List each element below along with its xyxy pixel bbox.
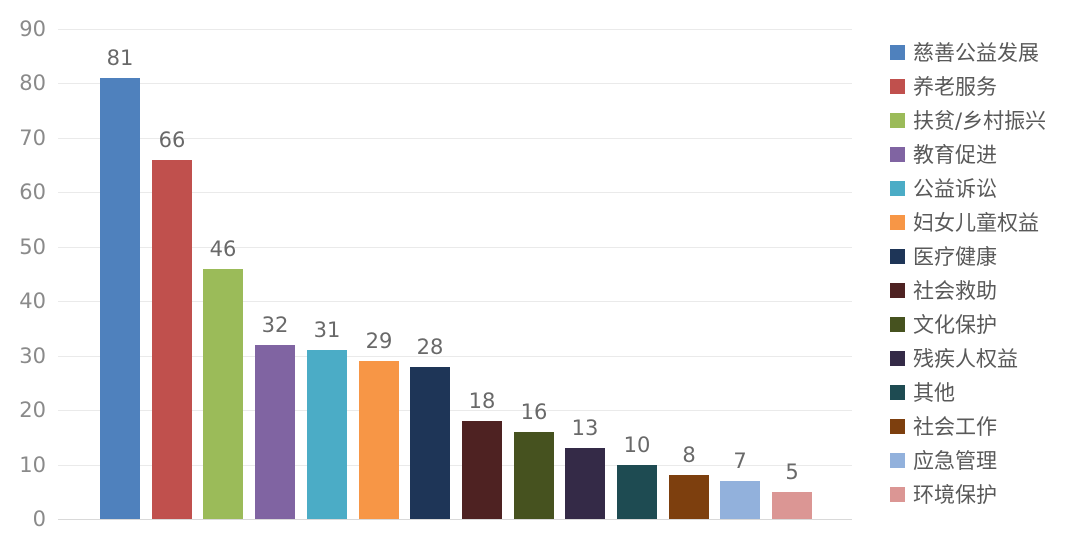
bar-value-label: 18 bbox=[468, 389, 496, 413]
bar bbox=[307, 350, 347, 519]
gridline bbox=[58, 138, 852, 139]
bar-value-label: 31 bbox=[313, 318, 341, 342]
gridline bbox=[58, 465, 852, 466]
legend-label: 应急管理 bbox=[913, 449, 997, 473]
bar-value-label: 5 bbox=[785, 460, 799, 484]
legend-label: 残疾人权益 bbox=[913, 347, 1018, 371]
legend-label: 教育促进 bbox=[913, 143, 997, 167]
y-axis-tick-label: 30 bbox=[19, 344, 46, 368]
bar bbox=[410, 367, 450, 519]
gridline bbox=[58, 247, 852, 248]
legend-swatch-icon bbox=[890, 112, 905, 128]
bar bbox=[514, 432, 554, 519]
legend-swatch-icon bbox=[890, 180, 905, 196]
gridline bbox=[58, 29, 852, 30]
bar-value-label: 32 bbox=[261, 313, 289, 337]
legend-label: 其他 bbox=[913, 381, 955, 405]
gridline bbox=[58, 410, 852, 411]
legend-label: 社会工作 bbox=[913, 415, 997, 439]
legend: 慈善公益发展 养老服务扶贫/乡村振兴 教育促进公益诉讼妇女儿童权益 医疗健康社会救助文… bbox=[890, 35, 1046, 511]
gridline bbox=[58, 301, 852, 302]
legend-label: 慈善公益发展 bbox=[913, 41, 1039, 65]
legend-label: 医疗健康 bbox=[913, 245, 997, 269]
bar bbox=[772, 492, 812, 519]
legend-item: 残疾人权益 bbox=[890, 341, 1046, 375]
legend-label: 环境保护 bbox=[913, 483, 997, 507]
y-axis-tick-label: 40 bbox=[19, 289, 46, 313]
bar-value-label: 66 bbox=[158, 128, 186, 152]
legend-swatch-icon bbox=[890, 316, 905, 332]
bar bbox=[565, 448, 605, 519]
legend-swatch-icon bbox=[890, 282, 905, 298]
legend-item: 医疗健康 bbox=[890, 239, 1046, 273]
bar bbox=[100, 78, 140, 519]
legend-item: 养老服务 bbox=[890, 69, 1046, 103]
legend-swatch-icon bbox=[890, 452, 905, 468]
x-axis-baseline bbox=[58, 519, 852, 520]
legend-label: 社会救助 bbox=[913, 279, 997, 303]
legend-swatch-icon bbox=[890, 384, 905, 400]
legend-swatch-icon bbox=[890, 418, 905, 434]
bar-value-label: 8 bbox=[682, 443, 696, 467]
legend-item: 教育促进 bbox=[890, 137, 1046, 171]
legend-item: 慈善公益发展 bbox=[890, 35, 1046, 69]
bar-value-label: 81 bbox=[106, 46, 134, 70]
legend-item: 其他 bbox=[890, 375, 1046, 409]
bar-value-label: 7 bbox=[733, 449, 747, 473]
gridline bbox=[58, 356, 852, 357]
legend-item: 扶贫/乡村振兴 bbox=[890, 103, 1046, 137]
legend-swatch-icon bbox=[890, 486, 905, 502]
legend-item: 公益诉讼 bbox=[890, 171, 1046, 205]
bar-value-label: 46 bbox=[209, 237, 237, 261]
legend-swatch-icon bbox=[890, 248, 905, 264]
y-axis-tick-label: 50 bbox=[19, 235, 46, 259]
legend-item: 妇女儿童权益 bbox=[890, 205, 1046, 239]
legend-item: 环境保护 bbox=[890, 477, 1046, 511]
bar bbox=[359, 361, 399, 519]
legend-item: 文化保护 bbox=[890, 307, 1046, 341]
legend-label: 文化保护 bbox=[913, 313, 997, 337]
bar bbox=[255, 345, 295, 519]
bar-value-label: 28 bbox=[416, 335, 444, 359]
legend-label: 妇女儿童权益 bbox=[913, 211, 1039, 235]
legend-label: 养老服务 bbox=[913, 75, 997, 99]
bar-value-label: 16 bbox=[520, 400, 548, 424]
y-axis-tick-label: 10 bbox=[19, 453, 46, 477]
y-axis-tick-label: 60 bbox=[19, 180, 46, 204]
bar bbox=[152, 160, 192, 519]
y-axis-tick-label: 90 bbox=[19, 17, 46, 41]
legend-swatch-icon bbox=[890, 350, 905, 366]
legend-swatch-icon bbox=[890, 146, 905, 162]
y-axis-tick-label: 70 bbox=[19, 126, 46, 150]
bar bbox=[669, 475, 709, 519]
legend-label: 公益诉讼 bbox=[913, 177, 997, 201]
legend-swatch-icon bbox=[890, 214, 905, 230]
gridline bbox=[58, 192, 852, 193]
bar-value-label: 13 bbox=[571, 416, 599, 440]
y-axis-tick-label: 20 bbox=[19, 398, 46, 422]
legend-item: 应急管理 bbox=[890, 443, 1046, 477]
y-axis-tick-label: 0 bbox=[32, 507, 46, 531]
legend-item: 社会工作 bbox=[890, 409, 1046, 443]
y-axis-tick-label: 80 bbox=[19, 71, 46, 95]
legend-item: 社会救助 bbox=[890, 273, 1046, 307]
bar-value-label: 10 bbox=[623, 433, 651, 457]
bar bbox=[462, 421, 502, 519]
bar bbox=[203, 269, 243, 519]
legend-label: 扶贫/乡村振兴 bbox=[913, 109, 1047, 133]
legend-swatch-icon bbox=[890, 78, 905, 94]
bar bbox=[720, 481, 760, 519]
gridline bbox=[58, 83, 852, 84]
bar bbox=[617, 465, 657, 519]
bar-value-label: 29 bbox=[365, 329, 393, 353]
legend-swatch-icon bbox=[890, 44, 905, 60]
